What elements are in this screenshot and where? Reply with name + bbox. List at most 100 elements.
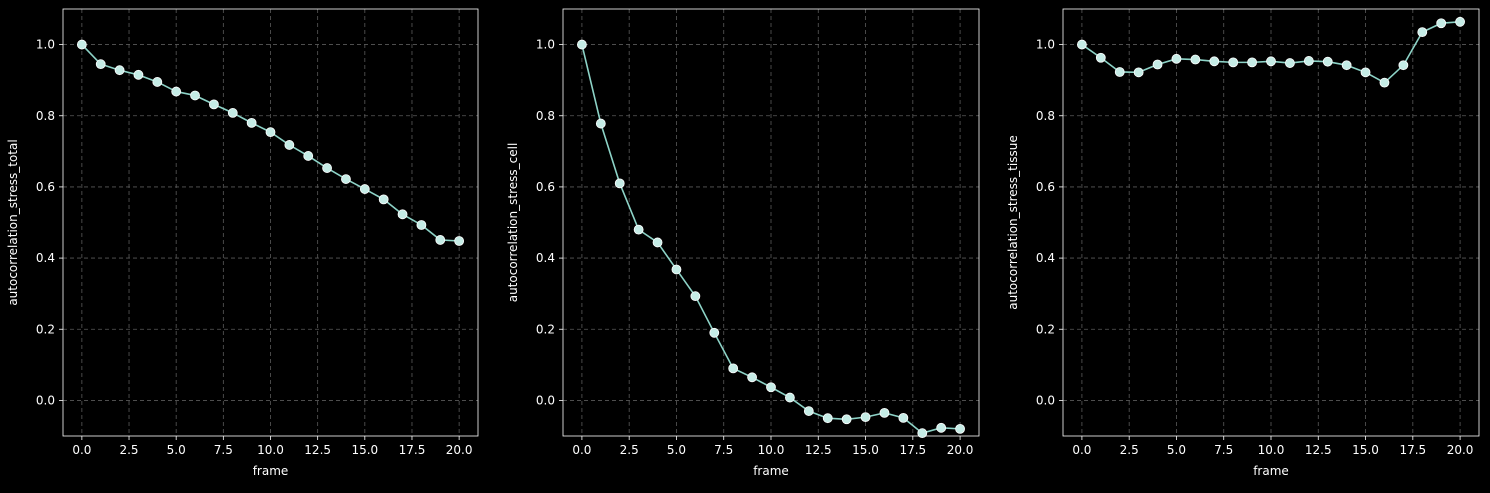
chart-3-point bbox=[1190, 54, 1201, 65]
chart-1-ytick-label: 0.8 bbox=[36, 109, 55, 123]
chart-1-xtick-label: 12.5 bbox=[304, 443, 331, 457]
chart-3-xtick-label: 10.0 bbox=[1258, 443, 1285, 457]
chart-1-point bbox=[133, 69, 144, 80]
chart-2-point bbox=[577, 39, 587, 50]
chart-3-point bbox=[1095, 52, 1106, 63]
chart-1-xlabel: frame bbox=[253, 464, 289, 478]
chart-2-ytick-label: 0.8 bbox=[536, 109, 555, 123]
chart-2-point bbox=[690, 291, 701, 302]
chart-2-point bbox=[860, 412, 871, 423]
chart-3-xtick-label: 7.5 bbox=[1214, 443, 1233, 457]
chart-2-point bbox=[614, 178, 625, 189]
chart-1-ytick-label: 0.4 bbox=[36, 251, 55, 265]
chart-2-point bbox=[709, 327, 720, 338]
chart-1-ytick-label: 0.0 bbox=[36, 393, 55, 407]
chart-3-point bbox=[1303, 56, 1314, 66]
chart-1-point bbox=[227, 108, 238, 118]
chart-3: 0.0 2.5 5.0 7.5 10.0 12.5 15.0 17.5 20.0 0.0 0.2 0.… bbox=[1006, 8, 1480, 478]
chart-2-ytick-label: 0.6 bbox=[536, 180, 555, 194]
chart-1-xtick-label: 0.0 bbox=[72, 443, 91, 457]
chart-3-xlabel: frame bbox=[1253, 464, 1289, 478]
chart-3-point bbox=[1379, 77, 1390, 88]
chart-3-xtick-label: 5.0 bbox=[1167, 443, 1186, 457]
chart-1-point bbox=[114, 65, 125, 76]
chart-1-point bbox=[303, 151, 314, 161]
chart-1-point bbox=[209, 99, 219, 110]
chart-1-xtick-label: 2.5 bbox=[119, 443, 138, 457]
chart-1-ytick-label: 0.2 bbox=[36, 322, 55, 336]
chart-3-point bbox=[1266, 56, 1276, 67]
chart-3-point bbox=[1114, 67, 1125, 77]
chart-3-xtick-label: 15.0 bbox=[1352, 443, 1379, 457]
chart-2-ylabel: autocorrelation_stress_cell bbox=[506, 143, 520, 303]
chart-1-xtick-label: 17.5 bbox=[399, 443, 426, 457]
chart-2-point bbox=[652, 237, 663, 248]
chart-3-ytick-label: 0.8 bbox=[1036, 109, 1055, 123]
chart-3-point bbox=[1398, 60, 1409, 71]
chart-3-point bbox=[1171, 53, 1182, 64]
chart-3-point bbox=[1228, 57, 1239, 68]
chart-2-point bbox=[898, 412, 909, 423]
chart-1-point bbox=[322, 163, 332, 173]
chart-3-point bbox=[1436, 18, 1447, 29]
chart-2-xtick-label: 0.0 bbox=[572, 443, 591, 457]
chart-2-point bbox=[671, 264, 682, 275]
chart-1-point bbox=[284, 140, 295, 150]
chart-1-point bbox=[171, 86, 182, 97]
chart-2: 0.0 2.5 5.0 7.5 10.0 12.5 15.0 17.5 20.0 0.0 0.2 0.… bbox=[506, 8, 980, 478]
chart-2-point bbox=[785, 392, 795, 403]
chart-1-point bbox=[378, 194, 389, 205]
chart-1-point bbox=[95, 59, 106, 70]
chart-3-xtick-label: 12.5 bbox=[1305, 443, 1332, 457]
chart-2-xtick-label: 5.0 bbox=[667, 443, 686, 457]
chart-2-point bbox=[747, 372, 757, 383]
chart-3-xtick-label: 0.0 bbox=[1072, 443, 1091, 457]
chart-1-xtick-label: 20.0 bbox=[446, 443, 473, 457]
chart-3-point bbox=[1341, 60, 1352, 71]
chart-1-point bbox=[152, 77, 163, 87]
chart-2-point bbox=[822, 413, 833, 424]
chart-3-xtick-label: 17.5 bbox=[1399, 443, 1426, 457]
chart-1-point bbox=[397, 209, 408, 220]
chart-2-point bbox=[633, 224, 644, 235]
chart-3-point bbox=[1133, 67, 1144, 78]
chart-2-point bbox=[936, 422, 947, 433]
chart-2-point bbox=[879, 407, 890, 418]
chart-1-point bbox=[454, 236, 465, 246]
chart-1-xtick-label: 7.5 bbox=[214, 443, 233, 457]
chart-2-ytick-label: 0.4 bbox=[536, 251, 555, 265]
chart-2-point bbox=[595, 118, 606, 129]
chart-3-ytick-label: 1.0 bbox=[1036, 38, 1055, 52]
chart-2-ytick-label: 0.2 bbox=[536, 322, 555, 336]
chart-1-point bbox=[359, 184, 370, 194]
chart-1-point bbox=[416, 220, 427, 230]
chart-2-ytick-label: 1.0 bbox=[536, 38, 555, 52]
chart-3-point bbox=[1285, 58, 1295, 68]
chart-3-point bbox=[1247, 57, 1257, 68]
chart-3-xtick-label: 20.0 bbox=[1447, 443, 1474, 457]
chart-2-xtick-label: 20.0 bbox=[947, 443, 974, 457]
chart-1-ylabel: autocorrelation_stress_total bbox=[6, 139, 20, 305]
chart-2-xtick-label: 10.0 bbox=[758, 443, 785, 457]
chart-3-point bbox=[1360, 67, 1371, 78]
chart-2-point bbox=[955, 423, 965, 434]
chart-1-xtick-label: 10.0 bbox=[257, 443, 284, 457]
chart-3-ytick-label: 0.2 bbox=[1036, 322, 1055, 336]
chart-3-xtick-label: 2.5 bbox=[1120, 443, 1139, 457]
chart-3-point bbox=[1417, 27, 1428, 38]
chart-1-point bbox=[76, 39, 87, 50]
chart-1-point bbox=[435, 235, 446, 245]
chart-2-xtick-label: 15.0 bbox=[852, 443, 879, 457]
chart-2-point bbox=[803, 406, 814, 416]
chart-2-ytick-label: 0.0 bbox=[536, 393, 555, 407]
chart-3-point bbox=[1152, 59, 1163, 70]
chart-3-ytick-label: 0.6 bbox=[1036, 180, 1055, 194]
chart-2-xtick-label: 17.5 bbox=[899, 443, 926, 457]
chart-3-ylabel: autocorrelation_stress_tissue bbox=[1006, 135, 1020, 309]
chart-3-point bbox=[1322, 56, 1333, 67]
chart-1-ytick-label: 1.0 bbox=[36, 38, 55, 52]
chart-1-xtick-label: 15.0 bbox=[351, 443, 378, 457]
chart-1-xtick-label: 5.0 bbox=[167, 443, 186, 457]
